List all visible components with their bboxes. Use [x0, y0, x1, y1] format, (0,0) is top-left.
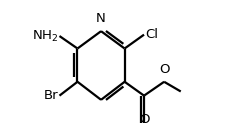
- Text: O: O: [139, 113, 149, 126]
- Text: NH$_2$: NH$_2$: [32, 29, 58, 44]
- Text: Br: Br: [44, 89, 58, 102]
- Text: N: N: [96, 12, 106, 25]
- Text: Cl: Cl: [145, 28, 158, 41]
- Text: O: O: [159, 63, 169, 76]
